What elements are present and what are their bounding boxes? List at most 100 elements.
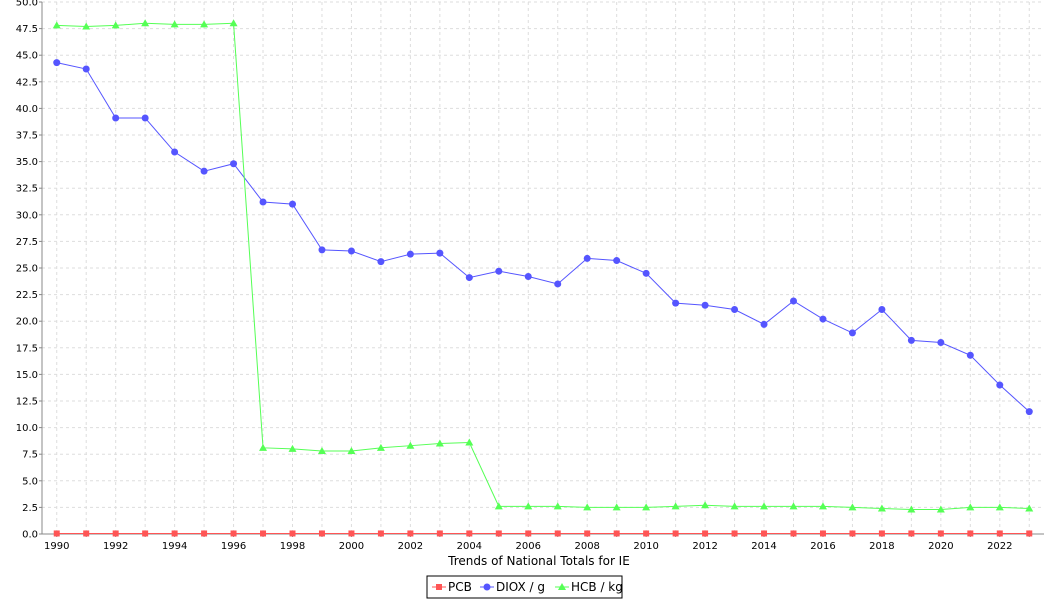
data-point-hcb-kg bbox=[170, 20, 179, 28]
data-point-pcb bbox=[672, 530, 679, 537]
y-tick-label: 5.0 bbox=[22, 476, 38, 487]
data-point-hcb-kg bbox=[907, 505, 916, 513]
series-layer bbox=[52, 19, 1034, 537]
data-point-diox-g bbox=[878, 305, 886, 313]
data-point-pcb bbox=[318, 530, 325, 537]
series-line-diox-g bbox=[56, 62, 1030, 413]
legend-box bbox=[426, 575, 623, 599]
data-point-diox-g bbox=[937, 338, 945, 346]
data-point-hcb-kg bbox=[553, 502, 562, 510]
data-point-pcb bbox=[525, 530, 532, 537]
data-point-diox-g bbox=[318, 246, 326, 254]
data-point-pcb bbox=[112, 530, 119, 537]
x-tick-label: 2014 bbox=[751, 541, 776, 552]
data-point-hcb-kg bbox=[671, 502, 680, 510]
data-point-pcb bbox=[495, 530, 502, 537]
data-point-hcb-kg bbox=[789, 502, 798, 510]
data-point-hcb-kg bbox=[200, 20, 209, 28]
series-hcb-kg bbox=[52, 19, 1034, 513]
y-tick-label: 27.5 bbox=[16, 237, 38, 248]
data-point-diox-g bbox=[524, 273, 532, 281]
data-point-diox-g bbox=[848, 329, 856, 337]
x-tick-label: 2022 bbox=[987, 541, 1012, 552]
y-tick-label: 0.0 bbox=[22, 530, 38, 541]
data-point-pcb bbox=[348, 530, 355, 537]
legend-label-hcb-kg: HCB / kg bbox=[571, 580, 623, 594]
data-point-pcb bbox=[289, 530, 296, 537]
data-point-pcb bbox=[996, 530, 1003, 537]
data-point-pcb bbox=[466, 530, 473, 537]
x-tick-label: 1998 bbox=[280, 541, 305, 552]
data-point-diox-g bbox=[731, 305, 739, 313]
y-tick-label: 30.0 bbox=[16, 210, 38, 221]
data-point-hcb-kg bbox=[583, 503, 592, 511]
data-point-hcb-kg bbox=[317, 447, 326, 455]
data-point-diox-g bbox=[200, 167, 208, 175]
data-point-diox-g bbox=[966, 351, 974, 359]
y-axis-ticks: 0.0 2.5 5.0 7.5 10.0 12.5 15.0 17.5 20.0 22.5 25.0… bbox=[16, 0, 42, 541]
y-tick-label: 20.0 bbox=[16, 317, 38, 328]
y-tick-label: 22.5 bbox=[16, 290, 38, 301]
x-tick-label: 1990 bbox=[44, 541, 69, 552]
data-point-hcb-kg bbox=[701, 501, 710, 509]
x-tick-label: 2012 bbox=[692, 541, 717, 552]
data-point-pcb bbox=[613, 530, 620, 537]
x-tick-label: 2020 bbox=[928, 541, 953, 552]
series-diox-g bbox=[53, 59, 1033, 416]
data-point-diox-g bbox=[406, 250, 414, 258]
y-tick-label: 35.0 bbox=[16, 157, 38, 168]
data-point-hcb-kg bbox=[642, 503, 651, 511]
data-point-hcb-kg bbox=[760, 502, 769, 510]
x-tick-label: 2008 bbox=[574, 541, 599, 552]
data-point-hcb-kg bbox=[877, 504, 886, 512]
data-point-hcb-kg bbox=[111, 21, 120, 29]
data-point-diox-g bbox=[112, 114, 120, 122]
data-point-pcb bbox=[407, 530, 414, 537]
data-point-diox-g bbox=[642, 269, 650, 277]
x-tick-label: 2016 bbox=[810, 541, 835, 552]
data-point-hcb-kg bbox=[82, 22, 91, 30]
data-point-hcb-kg bbox=[524, 502, 533, 510]
data-point-pcb bbox=[554, 530, 561, 537]
data-point-diox-g bbox=[819, 315, 827, 323]
x-tick-label: 2000 bbox=[339, 541, 364, 552]
data-point-pcb bbox=[436, 530, 443, 537]
data-point-hcb-kg bbox=[347, 447, 356, 455]
data-point-pcb bbox=[584, 530, 591, 537]
data-point-hcb-kg bbox=[995, 503, 1004, 511]
data-point-hcb-kg bbox=[1025, 504, 1034, 512]
data-point-diox-g bbox=[289, 200, 296, 208]
data-point-pcb bbox=[967, 530, 974, 537]
y-tick-label: 15.0 bbox=[16, 370, 38, 381]
data-point-pcb bbox=[230, 530, 237, 537]
y-tick-label: 25.0 bbox=[16, 264, 38, 275]
data-point-diox-g bbox=[82, 65, 90, 73]
legend-items: PCB DIOX / g HCB / kg bbox=[432, 580, 623, 594]
data-point-pcb bbox=[819, 530, 826, 537]
data-point-pcb bbox=[83, 530, 90, 537]
y-tick-label: 50.0 bbox=[16, 0, 38, 9]
y-tick-label: 47.5 bbox=[16, 24, 38, 35]
legend-marker-hcb-kg bbox=[558, 583, 566, 590]
legend: PCB DIOX / g HCB / kg bbox=[426, 575, 623, 599]
data-point-pcb bbox=[1026, 530, 1033, 537]
x-tick-label: 1992 bbox=[103, 541, 128, 552]
x-tick-label: 1996 bbox=[221, 541, 246, 552]
data-point-diox-g bbox=[141, 114, 149, 122]
data-point-hcb-kg bbox=[465, 438, 474, 446]
x-axis-title: Trends of National Totals for IE bbox=[447, 554, 630, 568]
data-point-diox-g bbox=[554, 280, 562, 288]
data-point-pcb bbox=[790, 530, 797, 537]
data-point-hcb-kg bbox=[288, 444, 297, 452]
data-point-pcb bbox=[142, 530, 149, 537]
data-point-hcb-kg bbox=[406, 441, 415, 449]
data-point-pcb bbox=[171, 530, 178, 537]
series-line-hcb-kg bbox=[56, 22, 1030, 511]
x-tick-label: 2010 bbox=[633, 541, 658, 552]
y-tick-label: 37.5 bbox=[16, 131, 38, 142]
data-point-diox-g bbox=[347, 247, 355, 255]
data-point-pcb bbox=[908, 530, 915, 537]
x-tick-label: 2002 bbox=[398, 541, 423, 552]
y-tick-label: 40.0 bbox=[16, 104, 38, 115]
data-point-diox-g bbox=[701, 301, 709, 309]
